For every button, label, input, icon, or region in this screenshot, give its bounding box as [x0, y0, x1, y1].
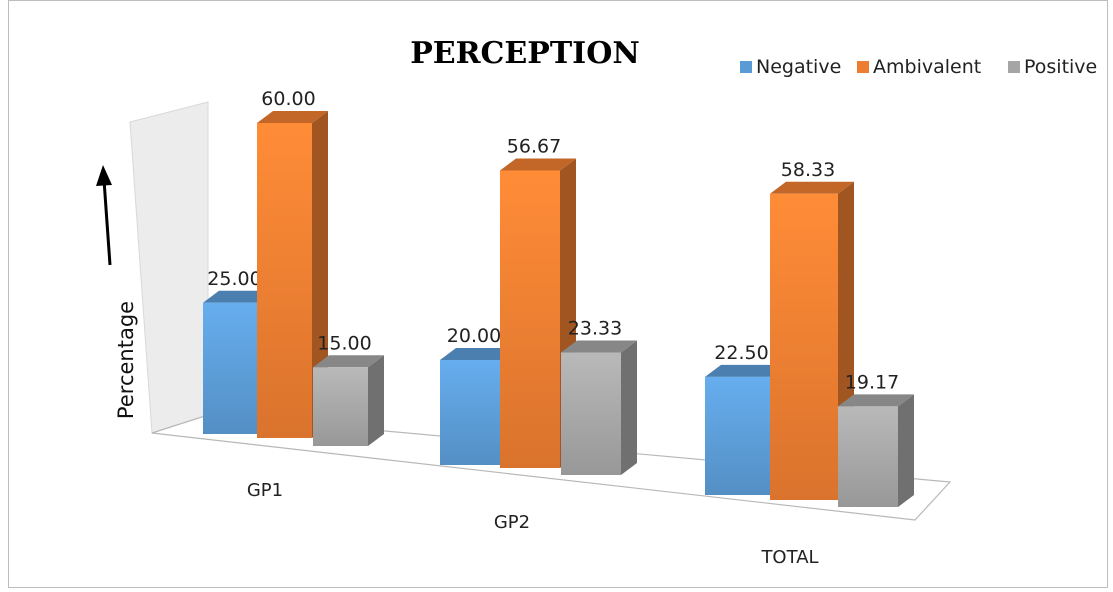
legend-label-positive: Positive: [1024, 56, 1097, 78]
bars-group: 25.00 60.00 15.00 20.00 56.67 23.33 22.50 58.33…: [203, 88, 914, 507]
back-wall: [129, 101, 209, 434]
bar-front: [203, 302, 258, 434]
data-label-gp2-ambivalent: 56.67: [507, 135, 561, 157]
category-label-gp1: GP1: [247, 480, 283, 501]
legend-swatch-negative: [740, 61, 752, 73]
data-label-gp1-ambivalent: 60.00: [261, 88, 315, 110]
category-label-gp2: GP2: [494, 512, 530, 533]
legend-label-negative: Negative: [756, 56, 841, 78]
bar-total-positive: [838, 394, 914, 507]
bar-front: [313, 367, 368, 446]
axis-arrow: [96, 165, 112, 266]
bar-top: [440, 348, 516, 360]
bar-front: [770, 193, 838, 500]
data-label-gp1-positive: 15.00: [317, 332, 371, 354]
category-label-total: TOTAL: [760, 547, 818, 568]
bar-top: [561, 340, 637, 353]
bar-top: [705, 364, 786, 377]
data-label-gp1-negative: 25.00: [207, 268, 261, 290]
bar-gp1-ambivalent: [257, 111, 328, 438]
bar-side: [312, 111, 328, 438]
bar-front: [440, 360, 500, 465]
bar-front: [838, 406, 898, 507]
bar-gp2-ambivalent: [500, 158, 576, 469]
bar-side: [621, 340, 637, 475]
bar-top: [257, 111, 328, 123]
legend: Negative Ambivalent Positive: [740, 56, 1097, 78]
bar-gp1-positive: [313, 355, 384, 446]
data-label-total-positive: 19.17: [845, 371, 899, 393]
y-axis-label: Percentage: [114, 301, 138, 419]
bar-top: [770, 181, 854, 194]
bar-side: [368, 355, 384, 446]
legend-label-ambivalent: Ambivalent: [873, 56, 981, 78]
data-label-gp2-positive: 23.33: [568, 318, 622, 340]
bar-front: [500, 170, 560, 469]
bar-front: [705, 376, 770, 495]
bar-top: [313, 355, 384, 368]
legend-swatch-positive: [1008, 61, 1020, 73]
data-label-gp2-negative: 20.00: [447, 325, 501, 347]
bar-gp2-positive: [561, 340, 637, 475]
bar-top: [838, 394, 914, 407]
bar-side: [898, 394, 914, 507]
bar-top: [203, 290, 274, 303]
bar-front: [257, 123, 312, 438]
legend-swatch-ambivalent: [857, 61, 869, 73]
data-label-total-ambivalent: 58.33: [781, 159, 835, 181]
chart-title: PERCEPTION: [410, 36, 640, 71]
bar-top: [500, 158, 576, 171]
bar-front: [561, 352, 621, 475]
data-label-total-negative: 22.50: [714, 342, 768, 364]
